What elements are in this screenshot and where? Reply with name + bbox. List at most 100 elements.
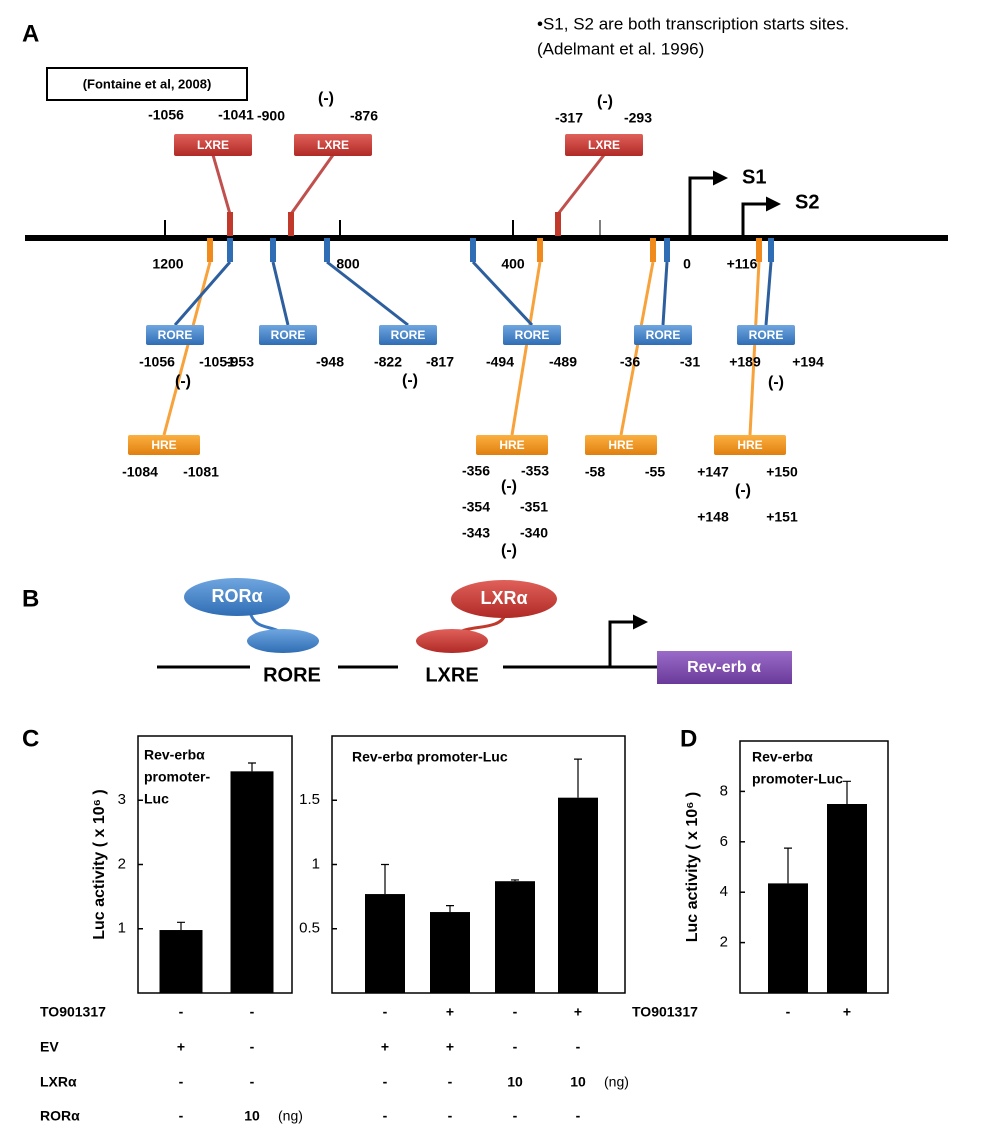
element-label: HRE [151, 438, 176, 452]
element-box [634, 325, 692, 345]
factor-label: LXRα [480, 588, 527, 608]
connector [173, 261, 232, 326]
scale-label: 0 [683, 256, 691, 272]
element-label: RORE [749, 328, 784, 342]
element-box [294, 134, 372, 156]
hre-site [537, 238, 543, 262]
position: -317 [555, 110, 583, 126]
strand: (-) [735, 482, 751, 499]
connector [289, 154, 335, 215]
element-box [714, 435, 786, 455]
panel-b: RORα LXRα RORE LXRE Rev-erb α [157, 578, 792, 686]
connector [162, 261, 212, 436]
position: +150 [766, 464, 798, 480]
citation-box [46, 67, 248, 101]
tss-label: S1 [742, 166, 766, 188]
bar [827, 804, 867, 993]
position: +189 [729, 354, 761, 370]
bar [558, 797, 598, 993]
connector [764, 261, 773, 326]
position: +194 [792, 354, 824, 370]
condition-value: + [574, 1004, 582, 1020]
gene-label: Rev-erb α [687, 659, 761, 676]
condition-value: - [250, 1004, 255, 1020]
condition-value: - [576, 1108, 581, 1124]
element-box [476, 435, 548, 455]
chart-title: promoter- [144, 769, 210, 785]
condition-value: - [179, 1074, 184, 1090]
rore-site [470, 238, 476, 262]
lxre-site [227, 212, 233, 236]
element-box [737, 325, 795, 345]
position: -351 [520, 499, 548, 515]
position: -36 [620, 354, 640, 370]
error-bar [784, 847, 792, 884]
plot-frame [739, 740, 889, 994]
y-tick-label: 0.5 [299, 920, 320, 937]
position: +147 [697, 464, 729, 480]
position: -1084 [122, 464, 158, 480]
condition-unit: (ng) [278, 1108, 303, 1124]
strand: (-) [597, 93, 613, 110]
strand: (-) [402, 372, 418, 389]
ror-dbd [247, 629, 319, 653]
condition-value: - [250, 1039, 255, 1055]
y-tick-label: 1.5 [299, 791, 320, 808]
element-label: RORE [271, 328, 306, 342]
strand: (-) [175, 373, 191, 390]
scale-label: 800 [336, 256, 360, 272]
position: -55 [645, 464, 665, 480]
element-box [128, 435, 200, 455]
panel-label: C [22, 725, 39, 752]
element-box [585, 435, 657, 455]
position: -489 [549, 354, 577, 370]
position: -1056 [139, 354, 175, 370]
error-bar [511, 879, 519, 882]
position: -1056 [148, 107, 184, 123]
hre-site [756, 238, 762, 262]
connector [326, 260, 409, 327]
panel-label: D [680, 725, 697, 752]
element-box [146, 325, 204, 345]
position: -354 [462, 499, 490, 515]
element-box [565, 134, 643, 156]
bar [230, 771, 274, 993]
scale-label: 400 [501, 256, 525, 272]
y-tick-label: 2 [118, 855, 126, 872]
bar [495, 881, 535, 993]
element-label: LXRE [317, 138, 349, 152]
position: -494 [486, 354, 514, 370]
rore-site [768, 238, 774, 262]
element-label: LXRE [197, 138, 229, 152]
position: -953 [226, 354, 254, 370]
chart-title: Rev-erbα [752, 749, 813, 765]
position: -58 [585, 464, 605, 480]
connector [661, 261, 669, 326]
error-bar [177, 921, 185, 931]
scale-label: +116 [727, 256, 758, 272]
citation: (Fontaine et al, 2008) [83, 76, 212, 91]
position: -1081 [183, 464, 219, 480]
linker [248, 611, 281, 634]
position: -356 [462, 463, 490, 479]
condition-value: - [513, 1039, 518, 1055]
y-tick-label: 8 [720, 782, 728, 799]
tss-label: S2 [795, 191, 819, 213]
panel-label: B [22, 585, 39, 612]
error-bar [446, 905, 454, 913]
connector [556, 154, 606, 215]
y-tick-label: 1 [312, 855, 320, 872]
condition-value: - [250, 1074, 255, 1090]
condition-name: TO901317 [40, 1004, 106, 1020]
tss-arrow [608, 614, 648, 667]
bar [365, 894, 405, 993]
position: -1041 [218, 107, 254, 123]
y-tick-label: 2 [720, 934, 728, 951]
bar [768, 883, 808, 993]
connector [471, 260, 534, 327]
error-bar [843, 780, 851, 804]
condition-value: - [179, 1108, 184, 1124]
condition-value: + [843, 1004, 851, 1020]
